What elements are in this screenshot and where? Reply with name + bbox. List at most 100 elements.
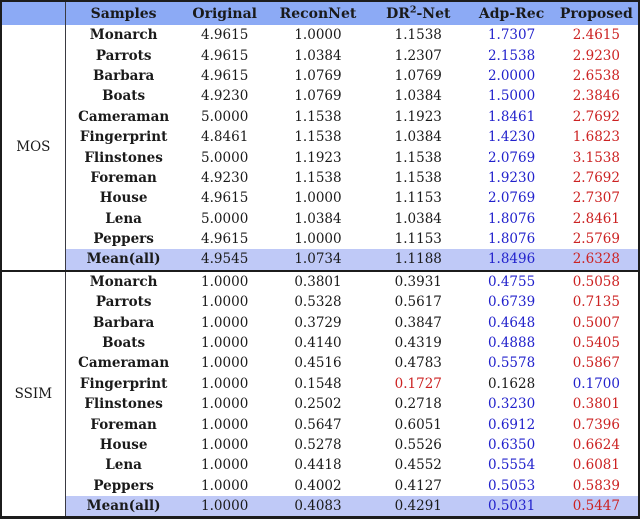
value-cell: 1.1923: [394, 108, 442, 125]
value-cell: 0.6350: [487, 437, 536, 453]
value-cell: 0.3801: [572, 396, 620, 413]
value-cell: 1.4230: [487, 129, 536, 146]
table-row: Mean(all) 4.9545 1.0734 1.1188 1.8496 2.6328: [1, 249, 639, 271]
table-row: Parrots 4.9615 1.0384 1.2307 2.1538 2.9230: [1, 45, 639, 65]
value-cell: 0.3729: [294, 314, 342, 331]
value-cell: 2.7692: [572, 169, 620, 186]
value-cell: 1.0769: [394, 67, 442, 84]
sample-name-cell: Parrots: [95, 294, 152, 311]
value-cell: 1.0000: [294, 190, 342, 207]
value-cell: 0.4002: [294, 477, 342, 494]
value-cell: 2.7692: [572, 108, 620, 125]
sample-name-cell: Flinstones: [84, 396, 163, 413]
value-cell: 0.5617: [394, 294, 442, 311]
sample-name-cell: Peppers: [93, 231, 154, 248]
value-cell: 1.1538: [394, 169, 442, 186]
sample-name-cell: Mean(all): [65, 495, 182, 518]
sample-name-cell: Monarch: [89, 27, 158, 44]
value-cell: 1.8496: [468, 249, 555, 271]
sample-name-cell: House: [99, 437, 148, 453]
value-cell: 0.6081: [572, 457, 620, 474]
sample-name-cell: Boats: [102, 88, 146, 105]
value-cell: 1.1538: [294, 169, 342, 186]
value-cell: 1.1538: [394, 149, 442, 166]
value-cell: 0.1700: [572, 375, 620, 392]
value-cell: 4.9230: [201, 169, 249, 186]
value-cell: 1.7307: [487, 27, 536, 44]
value-cell: 0.4083: [267, 495, 369, 518]
value-cell: 1.1188: [368, 249, 469, 271]
value-cell: 1.0000: [294, 231, 342, 248]
table-row: MOS Monarch 4.9615 1.0000 1.1538 1.7307 2.4615: [1, 25, 639, 271]
value-cell: 0.5328: [294, 294, 342, 311]
value-cell: 1.0000: [201, 314, 249, 331]
table-row: Fingerprint 1.0000 0.1548 0.1727 0.1628 0.170…: [1, 374, 639, 394]
dr2net-suffix: -Net: [416, 5, 451, 22]
value-cell: 4.9615: [201, 231, 249, 248]
sample-name-cell: Cameraman: [78, 355, 170, 372]
value-cell: 1.8076: [487, 210, 536, 227]
value-cell: 1.0384: [294, 47, 342, 64]
value-cell: 5.0000: [201, 108, 249, 125]
sample-name-cell: Fingerprint: [79, 129, 168, 146]
sample-name-cell: Mean(all): [65, 249, 182, 271]
sample-name-cell: Fingerprint: [79, 375, 168, 392]
dr2net-prefix: DR: [386, 5, 410, 22]
value-cell: 1.0734: [267, 249, 369, 271]
sample-name-cell: Lena: [105, 210, 142, 227]
sample-name-cell: Boats: [102, 335, 146, 352]
value-cell: 0.4755: [468, 269, 555, 293]
value-cell: 4.9230: [201, 88, 249, 105]
value-cell: 0.7396: [572, 416, 620, 433]
table-row: Fingerprint 4.8461 1.1538 1.0384 1.4230 1.682…: [1, 127, 639, 147]
table-row: Foreman 1.0000 0.5647 0.6051 0.6912 0.7396: [1, 414, 639, 434]
value-cell: 1.0384: [394, 210, 442, 227]
value-cell: 0.5554: [487, 457, 536, 474]
header-reconnet: ReconNet: [267, 1, 369, 25]
value-cell: 0.4418: [294, 457, 342, 474]
value-cell: 0.4291: [368, 495, 469, 518]
value-cell: 1.8461: [487, 108, 536, 125]
value-cell: 0.1628: [487, 375, 536, 392]
table-row: House 1.0000 0.5278 0.5526 0.6350 0.6624: [1, 435, 639, 455]
value-cell: 2.0769: [487, 149, 536, 166]
table-row: Lena 1.0000 0.4418 0.4552 0.5554 0.6081: [1, 455, 639, 475]
value-cell: 0.5447: [554, 495, 639, 518]
value-cell: 0.5053: [487, 477, 536, 494]
table-row: Foreman 4.9230 1.1538 1.1538 1.9230 2.7692: [1, 168, 639, 188]
sample-name-cell: Monarch: [65, 269, 182, 293]
table-row: Boats 4.9230 1.0769 1.0384 1.5000 2.3846: [1, 86, 639, 106]
value-cell: 1.8076: [487, 231, 536, 248]
header-samples: Samples: [65, 1, 182, 25]
value-cell: 1.1538: [294, 108, 342, 125]
value-cell: 4.9615: [201, 190, 249, 207]
table-row: Peppers 4.9615 1.0000 1.1153 1.8076 2.5769: [1, 229, 639, 249]
value-cell: 0.3230: [487, 396, 536, 413]
value-cell: 1.5000: [487, 88, 536, 105]
value-cell: 0.5007: [572, 314, 620, 331]
value-cell: 0.5405: [572, 335, 620, 352]
sample-name-cell: Cameraman: [78, 108, 170, 125]
value-cell: 0.6051: [394, 416, 442, 433]
value-cell: 1.1153: [394, 190, 442, 207]
value-cell: 0.3801: [267, 269, 369, 293]
value-cell: 1.0000: [201, 477, 249, 494]
sample-name-cell: Parrots: [95, 47, 152, 64]
value-cell: 1.1538: [294, 129, 342, 146]
value-cell: 2.6328: [554, 249, 639, 271]
dr2net-superscript: 2: [409, 3, 417, 15]
value-cell: 0.2502: [294, 396, 342, 413]
table-row: Cameraman 5.0000 1.1538 1.1923 1.8461 2.7692: [1, 107, 639, 127]
value-cell: 0.1548: [294, 375, 342, 392]
header-adprec: Adp-Rec: [468, 1, 555, 25]
value-cell: 1.0000: [201, 416, 249, 433]
value-cell: 0.6912: [487, 416, 536, 433]
value-cell: 2.0769: [487, 190, 536, 207]
value-cell: 4.9615: [201, 67, 249, 84]
value-cell: 2.9230: [572, 47, 620, 64]
value-cell: 0.5647: [294, 416, 342, 433]
value-cell: 0.4140: [294, 335, 342, 352]
table-row: Mean(all) 1.0000 0.4083 0.4291 0.5031 0.5447: [1, 495, 639, 518]
